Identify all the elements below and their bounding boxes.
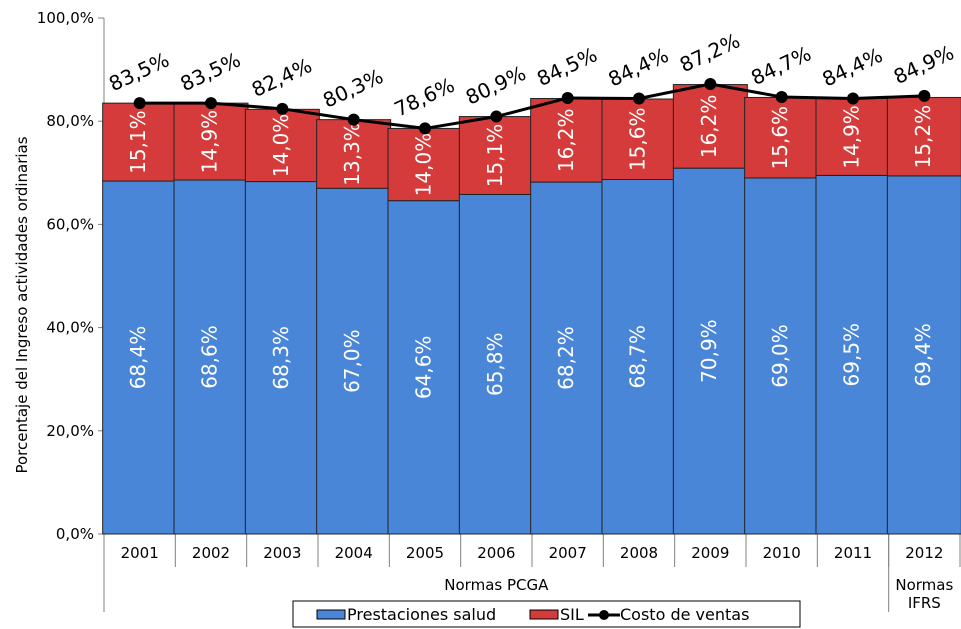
- data-label-costo-de-ventas: 84,5%: [533, 42, 601, 91]
- data-label-prestaciones: 64,6%: [412, 336, 436, 400]
- legend-label-costo: Costo de ventas: [620, 605, 749, 624]
- x-tick-label: 2003: [263, 544, 301, 562]
- bar-sil: [102, 102, 178, 182]
- group-label-line: Normas: [895, 576, 953, 594]
- data-label-costo-de-ventas: 83,5%: [105, 47, 173, 96]
- bar-sil: [815, 97, 891, 176]
- data-label-costo-de-ventas: 78,6%: [390, 73, 458, 122]
- legend-swatch-prestaciones: [316, 609, 346, 620]
- marker-costo-de-ventas: [276, 102, 289, 115]
- data-label-sil: 15,2%: [911, 105, 935, 169]
- bar-prestaciones-salud: [601, 179, 677, 535]
- data-label-prestaciones: 69,0%: [768, 324, 792, 388]
- x-tick-label: 2012: [905, 544, 943, 562]
- y-tick-label: 40,0%: [46, 319, 94, 337]
- bar-sil: [387, 127, 463, 202]
- legend-label-sil: SIL: [560, 605, 584, 624]
- bar-prestaciones-salud: [102, 180, 178, 535]
- data-label-prestaciones: 68,2%: [554, 326, 578, 390]
- x-tick-label: 2007: [549, 544, 587, 562]
- data-label-costo-de-ventas: 83,5%: [176, 47, 244, 96]
- marker-costo-de-ventas: [419, 122, 431, 135]
- data-label-costo-de-ventas: 80,9%: [462, 61, 530, 110]
- data-label-sil: 14,9%: [840, 105, 864, 169]
- y-tick-label: 0,0%: [56, 525, 94, 543]
- y-tick-label: 80,0%: [46, 112, 94, 130]
- bar-prestaciones-salud: [530, 181, 606, 535]
- bar-prestaciones-salud: [173, 179, 249, 535]
- x-tick-label: 2009: [691, 544, 729, 562]
- data-label-costo-de-ventas: 80,3%: [319, 64, 387, 113]
- marker-costo-de-ventas: [633, 92, 645, 105]
- x-tick-label: 2004: [335, 544, 373, 562]
- bar-sil: [886, 96, 961, 177]
- x-tick-label: 2006: [477, 544, 515, 562]
- legend-swatch-sil: [529, 609, 559, 620]
- y-axis-label: Porcentaje del Ingreso actividades ordin…: [13, 136, 31, 473]
- marker-costo-de-ventas: [704, 78, 717, 91]
- bar-prestaciones-salud: [744, 177, 820, 535]
- legend: Prestaciones salud SIL Costo de ventas: [292, 600, 801, 628]
- data-label-prestaciones: 69,4%: [911, 323, 935, 387]
- data-label-costo-de-ventas: 84,4%: [818, 43, 886, 92]
- bar-sil: [458, 116, 534, 195]
- data-label-costo-de-ventas: 84,4%: [604, 43, 672, 92]
- data-label-costo-de-ventas: 87,2%: [676, 28, 744, 77]
- data-label-sil: 15,6%: [768, 106, 792, 170]
- marker-costo-de-ventas: [133, 97, 146, 110]
- x-tick-label: 2005: [406, 544, 444, 562]
- data-label-costo-de-ventas: 82,4%: [248, 53, 316, 102]
- line-costo-de-ventas: [139, 82, 925, 130]
- data-label-costo-de-ventas: 84,7%: [747, 41, 815, 90]
- x-tick-label: 2001: [121, 544, 159, 562]
- y-tick-label: 20,0%: [46, 422, 94, 440]
- data-label-sil: 13,3%: [340, 122, 364, 186]
- marker-costo-de-ventas: [847, 92, 859, 105]
- data-label-prestaciones: 70,9%: [697, 319, 721, 383]
- legend-label-prestaciones: Prestaciones salud: [347, 605, 496, 624]
- group-label-line: IFRS: [908, 594, 941, 612]
- data-label-prestaciones: 65,8%: [483, 332, 507, 396]
- data-label-prestaciones: 68,3%: [269, 326, 293, 390]
- bar-prestaciones-salud: [458, 193, 534, 535]
- data-label-sil: 14,0%: [269, 114, 293, 178]
- data-label-sil: 14,9%: [198, 110, 222, 174]
- bar-prestaciones-salud: [815, 174, 891, 535]
- marker-costo-de-ventas: [205, 97, 217, 110]
- bar-prestaciones-salud: [316, 187, 392, 535]
- bar-sil: [672, 84, 748, 169]
- data-label-sil: 16,2%: [697, 95, 721, 159]
- bar-sil: [744, 96, 820, 179]
- marker-costo-de-ventas: [918, 89, 931, 102]
- data-label-sil: 15,1%: [483, 124, 507, 188]
- data-label-costo-de-ventas: 84,9%: [890, 40, 958, 89]
- x-tick-label: 2011: [834, 544, 872, 562]
- marker-costo-de-ventas: [490, 110, 503, 123]
- y-tick-label: 100,0%: [37, 9, 94, 27]
- bar-sil: [601, 98, 677, 181]
- data-label-sil: 15,6%: [626, 107, 650, 171]
- data-label-prestaciones: 68,7%: [626, 325, 650, 389]
- x-tick-label: 2008: [620, 544, 658, 562]
- bar-sil: [244, 108, 320, 183]
- y-tick-label: 60,0%: [46, 215, 94, 233]
- x-tick-label: 2010: [763, 544, 801, 562]
- bar-prestaciones-salud: [886, 175, 961, 535]
- data-label-prestaciones: 68,4%: [126, 326, 150, 390]
- group-label: Normas PCGA: [444, 576, 549, 594]
- bar-prestaciones-salud: [244, 181, 320, 535]
- data-label-prestaciones: 68,6%: [198, 325, 222, 389]
- bar-sil: [530, 97, 606, 183]
- marker-costo-de-ventas: [561, 91, 574, 104]
- x-tick-label: 2002: [192, 544, 230, 562]
- legend-swatch-costo-marker: [599, 610, 609, 620]
- data-label-sil: 15,1%: [126, 110, 150, 174]
- data-label-sil: 16,2%: [554, 109, 578, 173]
- marker-costo-de-ventas: [775, 90, 788, 103]
- data-label-sil: 14,0%: [412, 133, 436, 197]
- data-label-prestaciones: 67,0%: [340, 329, 364, 393]
- data-label-prestaciones: 69,5%: [840, 323, 864, 387]
- marker-costo-de-ventas: [347, 113, 360, 126]
